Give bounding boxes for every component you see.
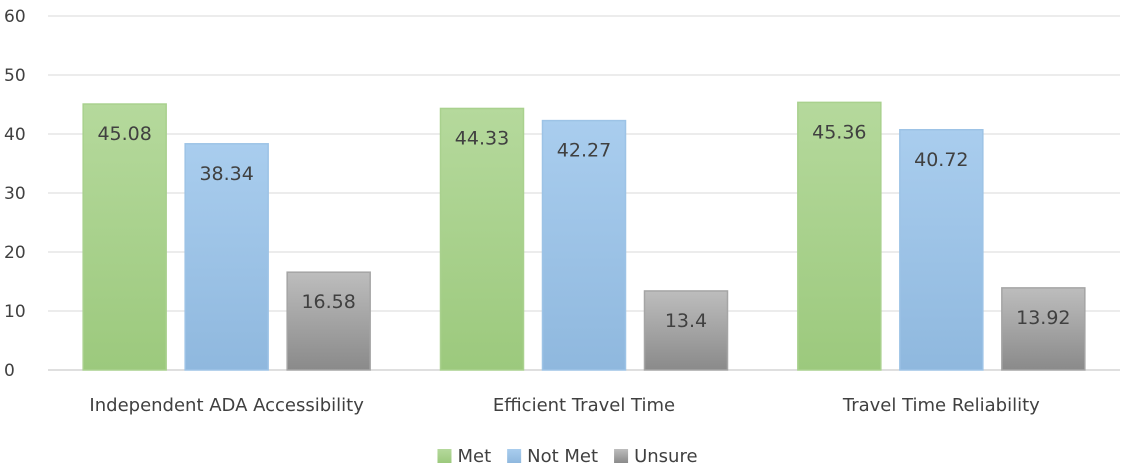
data-label: 13.4 (665, 310, 707, 332)
data-label: 13.92 (1016, 307, 1070, 329)
data-label: 45.36 (812, 121, 866, 143)
data-label: 45.08 (97, 123, 151, 145)
y-tick-label: 50 (4, 66, 26, 86)
x-axis-category-labels: Independent ADA Accessibility Efficient T… (89, 395, 1040, 416)
category-label: Travel Time Reliability (842, 395, 1040, 416)
y-tick-label: 60 (4, 7, 26, 27)
bar-met (82, 103, 167, 371)
bar-unsure (1001, 287, 1086, 371)
bar-not-met (541, 119, 627, 371)
legend-entry-not-met: Not Met (507, 446, 598, 467)
data-label: 40.72 (914, 149, 968, 171)
legend-swatch (507, 449, 522, 463)
data-label: 44.33 (455, 127, 509, 149)
bar-met (797, 101, 882, 371)
bar-not-met (184, 143, 269, 371)
bar-unsure (286, 271, 371, 371)
data-label: 38.34 (199, 163, 253, 185)
bars (82, 101, 1086, 371)
legend-label: Unsure (634, 446, 697, 467)
y-axis-tick-labels: 0 10 20 30 40 50 60 (4, 7, 26, 381)
bar-met (439, 107, 525, 371)
category-label: Efficient Travel Time (493, 395, 675, 416)
legend-swatch (437, 449, 452, 463)
y-tick-label: 40 (4, 125, 26, 145)
category-label: Independent ADA Accessibility (89, 395, 364, 416)
legend: Met Not Met Unsure (437, 446, 698, 467)
legend-label: Not Met (527, 446, 598, 467)
legend-entry-met: Met (437, 446, 491, 467)
bar-not-met (899, 129, 984, 371)
y-tick-label: 10 (4, 302, 26, 322)
data-label: 42.27 (557, 140, 611, 162)
y-tick-label: 0 (4, 361, 15, 381)
y-tick-label: 30 (4, 184, 26, 204)
data-labels: 45.08 38.34 16.58 44.33 42.27 13.4 45.36 40.72 1… (97, 121, 1070, 332)
bar-unsure (643, 290, 729, 371)
y-tick-label: 20 (4, 243, 26, 263)
legend-swatch (614, 449, 629, 463)
legend-entry-unsure: Unsure (614, 446, 698, 467)
data-label: 16.58 (301, 291, 355, 313)
legend-label: Met (457, 446, 491, 467)
